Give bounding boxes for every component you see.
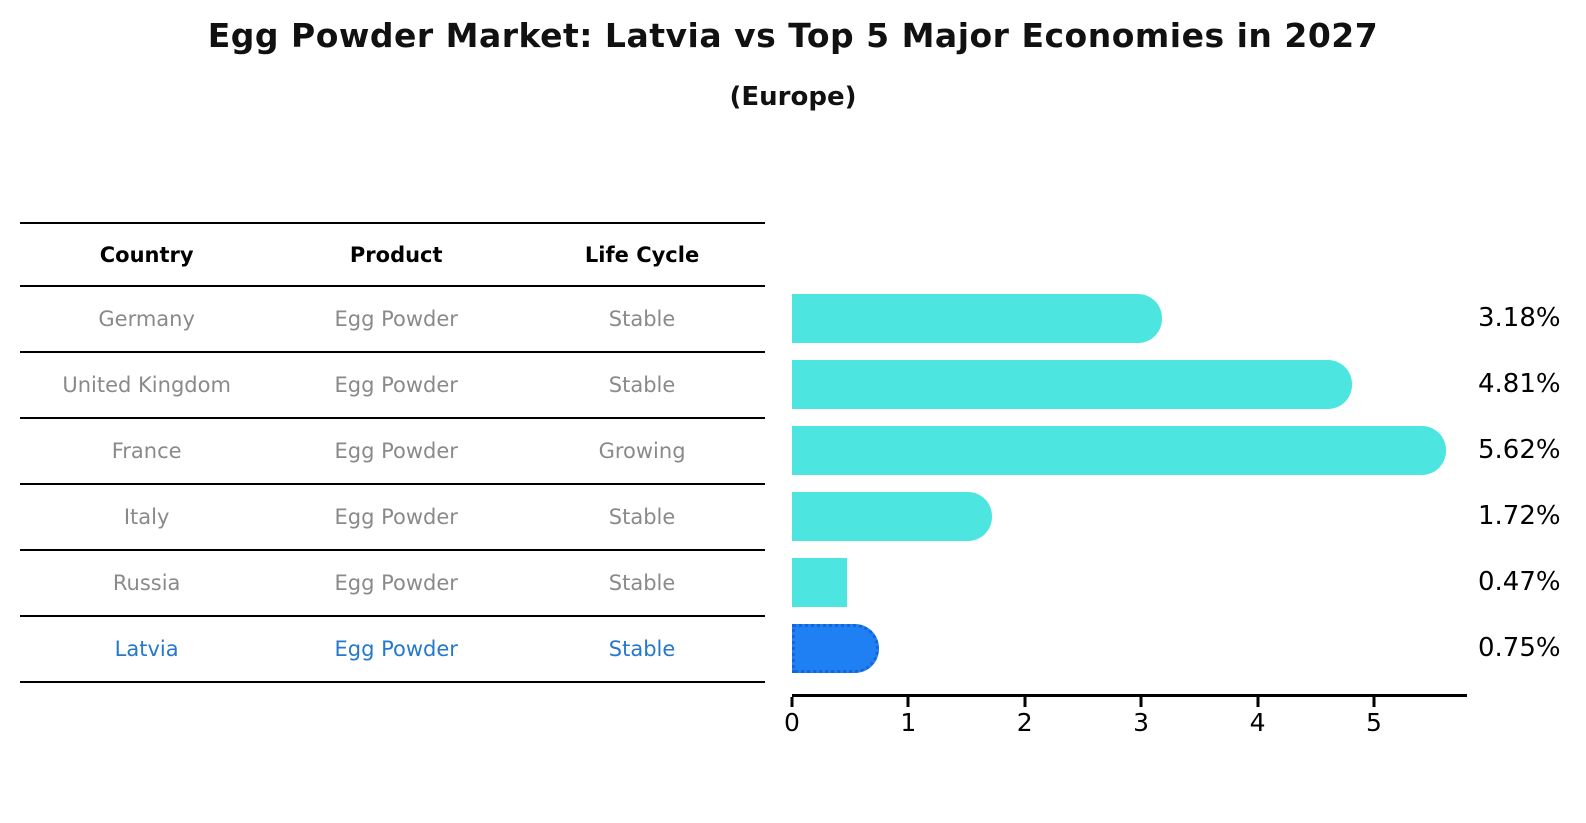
cell-country: Italy [123, 505, 170, 529]
chart-title: Egg Powder Market: Latvia vs Top 5 Major… [207, 16, 1379, 55]
chart-subtitle: (Europe) [729, 82, 857, 112]
x-axis-line [792, 694, 1467, 697]
table-header-product: Product [349, 242, 443, 267]
bar-row [792, 417, 1467, 483]
cell-product: Egg Powder [334, 571, 458, 595]
value-label: 3.18% [1478, 303, 1561, 333]
table-row: Italy Egg Powder Stable [20, 485, 765, 551]
value-label: 1.72% [1478, 501, 1561, 531]
cell-country: Germany [98, 307, 195, 331]
cell-country: Latvia [114, 637, 179, 661]
bar-row [792, 285, 1467, 351]
value-label: 4.81% [1478, 369, 1561, 399]
bar-germany [792, 293, 1163, 343]
value-label: 0.75% [1478, 633, 1561, 663]
table-row: France Egg Powder Growing [20, 419, 765, 485]
tick-mark [790, 697, 794, 707]
bar-row [792, 351, 1467, 417]
cell-country: Russia [112, 571, 181, 595]
table-row: Russia Egg Powder Stable [20, 551, 765, 617]
table-row: Germany Egg Powder Stable [20, 287, 765, 353]
bar-united-kingdom [792, 359, 1352, 409]
table-row-latvia: Latvia Egg Powder Stable [20, 617, 765, 683]
tick-label: 4 [1249, 708, 1266, 737]
bar-latvia-highlighted [792, 623, 880, 673]
table-header-row: Country Product Life Cycle [20, 224, 765, 287]
cell-life-cycle: Growing [598, 439, 686, 463]
table-header-life-cycle: Life Cycle [584, 242, 700, 267]
cell-life-cycle: Stable [608, 373, 676, 397]
tick-mark [1372, 697, 1376, 707]
cell-life-cycle: Stable [608, 505, 676, 529]
tick-label: 0 [784, 708, 800, 737]
table-row: United Kingdom Egg Powder Stable [20, 353, 765, 419]
cell-country: United Kingdom [62, 373, 231, 397]
cell-product: Egg Powder [334, 373, 458, 397]
bar-row [792, 615, 1467, 681]
value-label: 0.47% [1478, 567, 1561, 597]
tick-label: 3 [1133, 708, 1150, 737]
cell-life-cycle: Stable [608, 637, 676, 661]
tick-label: 2 [1016, 708, 1033, 737]
bar-italy [792, 491, 993, 541]
table-header-country: Country [99, 242, 194, 267]
tick-mark [1023, 697, 1027, 707]
bar-row [792, 549, 1467, 615]
cell-product: Egg Powder [334, 439, 458, 463]
tick-label: 5 [1365, 708, 1382, 737]
bar-plot-area [792, 285, 1467, 681]
cell-country: France [111, 439, 182, 463]
cell-product: Egg Powder [334, 637, 458, 661]
x-axis-ticks: 0 1 2 3 4 5 [784, 694, 1467, 739]
tick-mark [906, 697, 910, 707]
country-table: Country Product Life Cycle Germany Egg P… [20, 222, 765, 683]
value-label-column: 3.18% 4.81% 5.62% 1.72% 0.47% 0.75% [1478, 285, 1586, 681]
tick-mark [1139, 697, 1143, 707]
bar-row [792, 483, 1467, 549]
tick-label: 1 [900, 708, 917, 737]
cell-product: Egg Powder [334, 505, 458, 529]
cell-life-cycle: Stable [608, 307, 676, 331]
tick-mark [1256, 697, 1260, 707]
value-label: 5.62% [1478, 435, 1561, 465]
cell-life-cycle: Stable [608, 571, 676, 595]
bar-russia [792, 557, 847, 607]
bar-france [792, 425, 1447, 475]
cell-product: Egg Powder [334, 307, 458, 331]
